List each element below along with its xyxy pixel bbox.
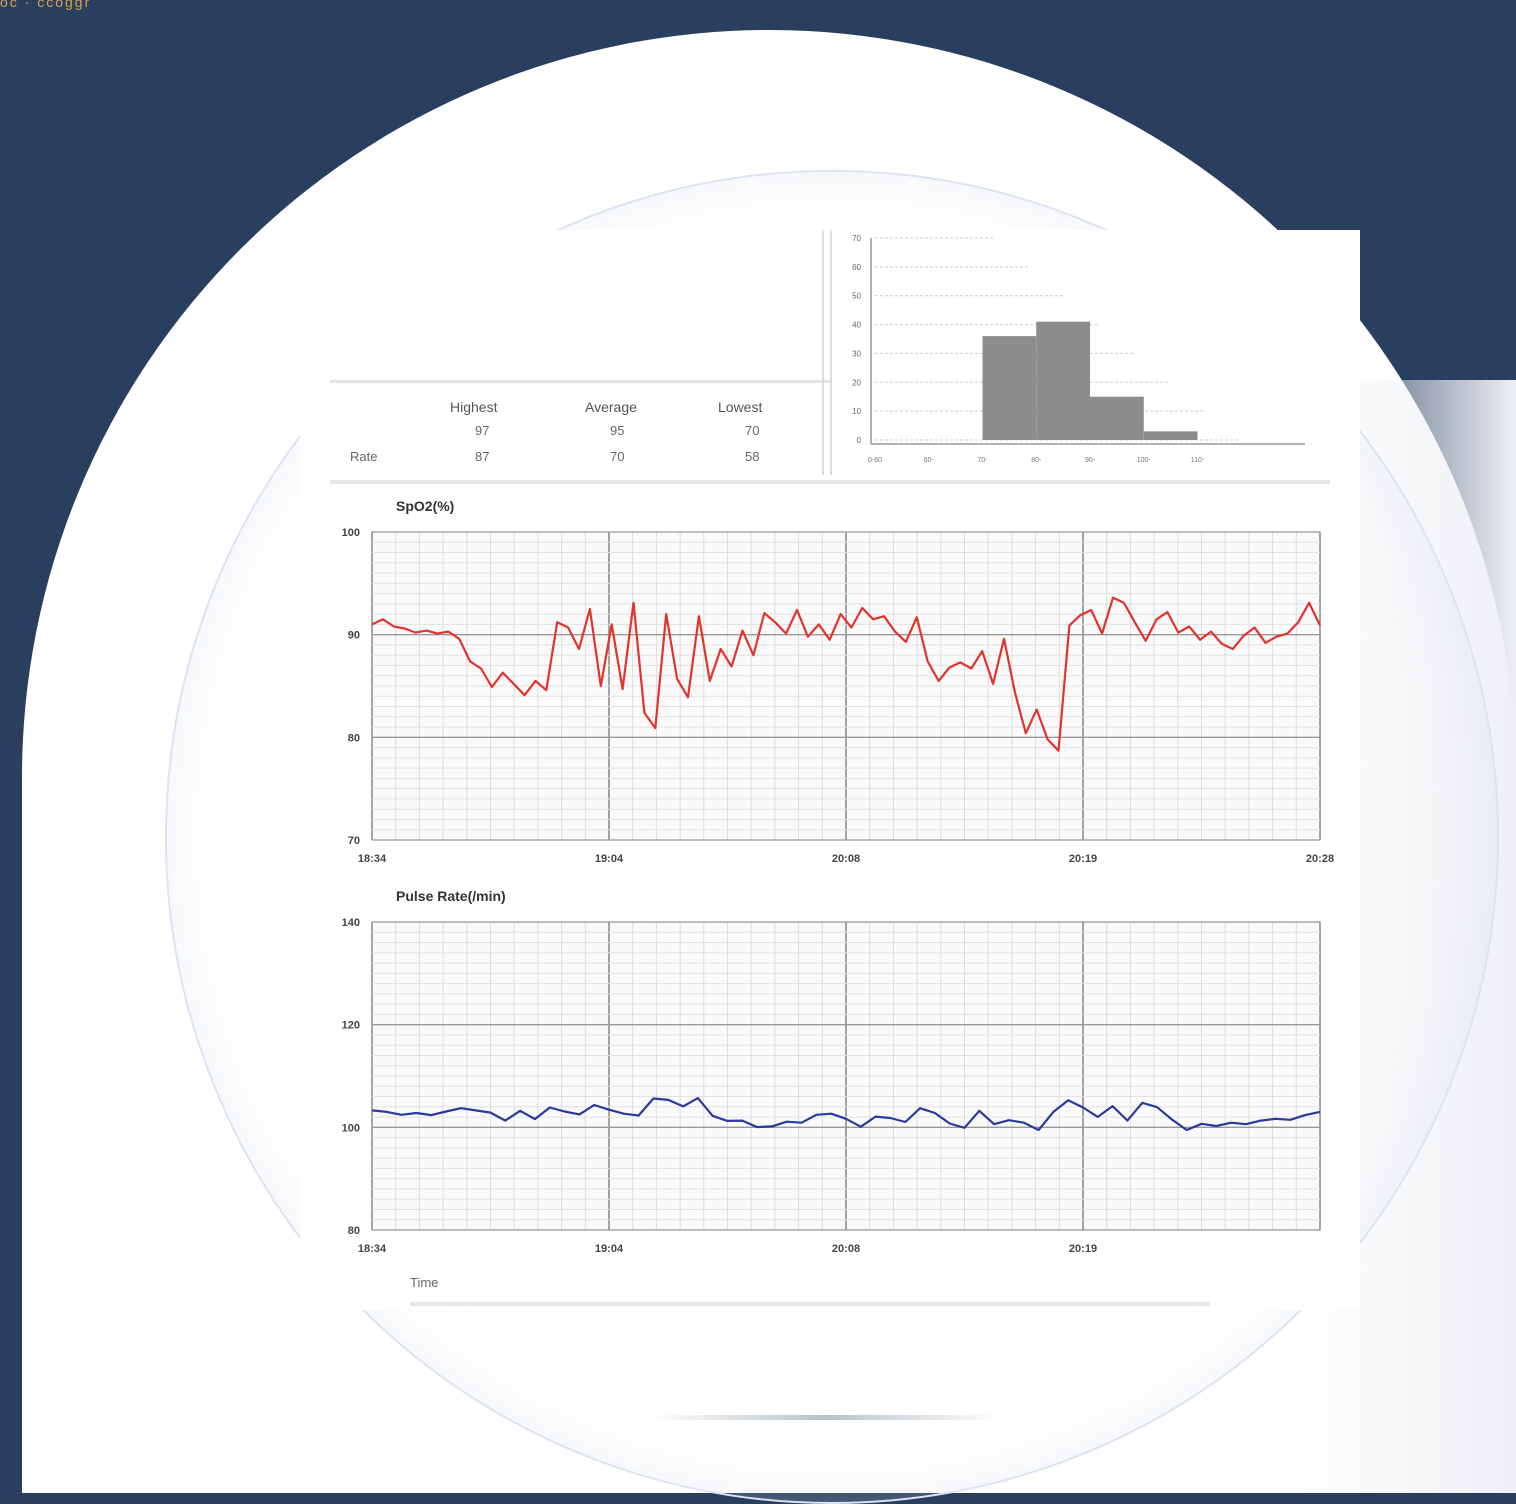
hist-y-tick-label: 20 [852, 378, 861, 387]
spo2-x-tick-label: 20:08 [832, 853, 860, 865]
spo2-x-tick-label: 19:04 [595, 853, 624, 865]
hist-y-tick-label: 10 [852, 407, 861, 416]
spo2-x-tick-label: 18:34 [358, 853, 387, 865]
hist-x-tick-label: 100- [1137, 457, 1152, 464]
hist-x-tick-label: 90- [1085, 457, 1096, 464]
summary-cell: 70 [745, 423, 760, 438]
pulse-x-tick-label: 20:19 [1069, 1243, 1097, 1255]
hist-bar [1090, 396, 1144, 440]
bottom-strip [650, 1415, 1000, 1420]
spo2-y-tick-label: 70 [348, 835, 360, 847]
hist-y-tick-label: 30 [852, 349, 861, 358]
pulse-x-tick-label: 20:08 [832, 1243, 860, 1255]
summary-header-average: Average [585, 399, 637, 415]
spo2-chart: 100 90 80 70 18:34 19:04 20:08 20:19 20:28 [342, 527, 1334, 865]
hist-bar [1036, 321, 1090, 440]
pulse-chart-title: Pulse Rate(/min) [396, 888, 506, 904]
section-divider [330, 480, 1330, 484]
summary-cell: 87 [475, 449, 490, 464]
summary-cell: 97 [475, 423, 490, 438]
spo2-chart-title: SpO2(%) [396, 498, 455, 514]
histogram-chart: 70 60 50 40 30 20 10 0 0-60 60- 70- 80- 90- 100- 110- [852, 234, 1305, 464]
report-window: Highest Average Lowest 97 95 70 Rate 87 … [300, 230, 1360, 1310]
pulse-y-tick-label: 80 [348, 1225, 360, 1237]
pulse-y-tick-label: 120 [342, 1020, 360, 1032]
hist-y-tick-label: 0 [857, 436, 862, 445]
hist-x-tick-label: 70- [977, 457, 988, 464]
panel-divider [822, 230, 832, 475]
hist-x-tick-label: 0-60 [868, 457, 882, 464]
summary-cell: 95 [610, 423, 625, 438]
pulse-x-tick-label: 19:04 [595, 1243, 624, 1255]
spo2-x-tick-label: 20:28 [1306, 853, 1334, 865]
hist-y-tick-label: 60 [852, 263, 861, 272]
pulse-y-tick-label: 100 [342, 1122, 360, 1134]
summary-header-lowest: Lowest [718, 399, 763, 415]
pulse-y-tick-label: 140 [342, 917, 360, 929]
spo2-y-tick-label: 100 [342, 527, 360, 539]
hist-x-tick-label: 80- [1031, 457, 1042, 464]
footer-line [410, 1302, 1210, 1306]
summary-header-highest: Highest [450, 399, 498, 415]
header-glyphs: oc · ccoggr [0, 0, 92, 10]
hist-x-tick-label: 60- [924, 457, 935, 464]
pulse-chart: 140 120 100 80 18:34 19:04 20:08 20:19 [342, 917, 1321, 1255]
summary-row-label: Rate [350, 449, 378, 464]
hist-y-tick-label: 40 [852, 321, 861, 330]
hist-bar [1143, 431, 1198, 440]
hist-y-tick-label: 50 [852, 292, 861, 301]
spo2-y-tick-label: 80 [348, 732, 360, 744]
hist-bar [982, 336, 1037, 440]
hist-y-tick-label: 70 [852, 234, 861, 243]
footer-text: Time [410, 1275, 439, 1290]
spo2-series-line [371, 596, 1321, 752]
spo2-y-tick-label: 90 [348, 630, 360, 642]
summary-cell: 58 [745, 449, 760, 464]
summary-table: Highest Average Lowest 97 95 70 Rate 87 … [330, 380, 830, 483]
spo2-x-tick-label: 20:19 [1069, 853, 1097, 865]
pulse-series-line [371, 1097, 1321, 1132]
summary-cell: 70 [610, 449, 625, 464]
hist-x-tick-label: 110- [1191, 457, 1205, 464]
pulse-x-tick-label: 18:34 [358, 1243, 387, 1255]
